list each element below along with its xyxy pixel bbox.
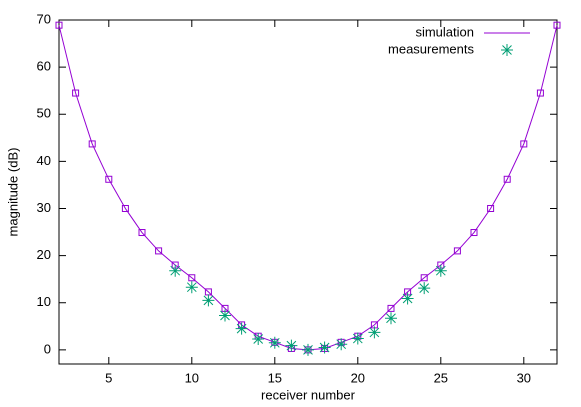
data-point	[420, 274, 428, 282]
y-axis-label: magnitude (dB)	[5, 148, 20, 237]
data-point	[268, 336, 281, 349]
x-tick-label: 25	[434, 370, 448, 385]
data-point	[385, 312, 397, 325]
data-point	[434, 264, 447, 277]
y-tick-label: 0	[44, 341, 51, 356]
y-tick-label: 10	[37, 294, 51, 309]
data-point	[536, 89, 544, 97]
y-tick-label: 20	[37, 247, 51, 262]
data-point	[219, 309, 231, 322]
data-point	[401, 292, 414, 305]
x-tick-label: 10	[185, 370, 199, 385]
data-point	[88, 140, 96, 148]
data-point	[453, 247, 461, 255]
data-point	[121, 204, 129, 212]
legend-swatch	[501, 44, 513, 56]
data-point	[138, 229, 146, 237]
data-point	[368, 326, 381, 339]
x-axis-label: receiver number	[261, 387, 356, 402]
data-point	[487, 204, 495, 212]
y-tick-label: 30	[37, 200, 51, 215]
data-point	[155, 247, 163, 255]
x-tick-label: 5	[105, 370, 112, 385]
plot-frame	[58, 19, 558, 365]
data-point	[105, 175, 113, 183]
data-point	[351, 332, 364, 345]
data-point	[335, 338, 348, 351]
x-tick-label: 30	[517, 370, 531, 385]
data-point	[169, 264, 182, 277]
y-tick-label: 40	[37, 153, 51, 168]
y-tick-label: 60	[37, 59, 51, 74]
data-point	[252, 333, 265, 346]
x-tick-label: 15	[268, 370, 282, 385]
data-point	[185, 281, 198, 294]
x-tick-label: 20	[351, 370, 365, 385]
data-point	[387, 304, 395, 312]
legend-label: simulation	[415, 24, 474, 39]
data-point	[72, 89, 80, 97]
data-point	[285, 339, 298, 352]
y-tick-label: 70	[37, 11, 51, 26]
data-point	[553, 21, 561, 29]
data-point	[235, 322, 248, 335]
data-point	[418, 282, 431, 295]
data-point	[55, 21, 63, 29]
data-point	[503, 175, 511, 183]
data-point	[470, 229, 478, 237]
data-point	[188, 274, 196, 282]
data-point	[520, 140, 528, 148]
data-point	[318, 341, 331, 354]
data-point	[302, 343, 314, 356]
data-point	[202, 294, 215, 307]
series-line	[58, 25, 558, 351]
y-tick-label: 50	[37, 106, 51, 121]
legend-label: measurements	[388, 41, 474, 56]
